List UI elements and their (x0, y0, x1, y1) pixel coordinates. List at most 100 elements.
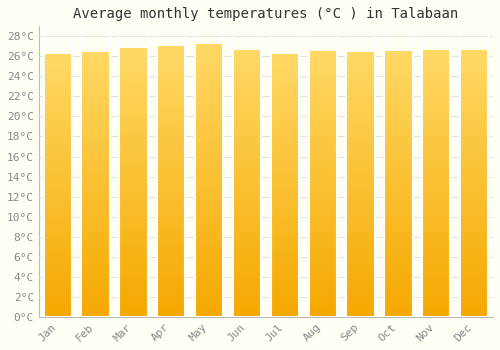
Bar (346, 306, 375, 312)
Bar (346, 84, 375, 89)
Bar (157, 68, 186, 74)
Bar (233, 306, 261, 312)
Bar (119, 247, 148, 252)
Bar (119, 252, 148, 258)
Bar (82, 312, 110, 317)
Bar (44, 65, 72, 70)
Bar (422, 247, 450, 253)
Bar (384, 200, 412, 205)
Bar (82, 148, 110, 153)
Bar (195, 175, 224, 181)
Bar (308, 274, 337, 280)
Bar (44, 159, 72, 164)
Bar (82, 158, 110, 163)
Bar (460, 178, 488, 183)
Bar (460, 306, 488, 312)
Bar (422, 162, 450, 168)
Bar (119, 107, 148, 113)
Bar (119, 113, 148, 118)
Bar (157, 144, 186, 149)
Bar (119, 64, 148, 70)
Bar (44, 86, 72, 91)
Bar (384, 104, 412, 110)
Bar (308, 258, 337, 264)
Bar (44, 290, 72, 296)
Bar (157, 171, 186, 176)
Bar (384, 147, 412, 152)
Bar (157, 209, 186, 214)
Bar (233, 199, 261, 205)
Bar (195, 312, 224, 317)
Bar (119, 140, 148, 145)
Bar (422, 199, 450, 205)
Bar (119, 59, 148, 64)
Bar (82, 58, 110, 63)
Bar (270, 133, 299, 138)
Bar (82, 111, 110, 116)
Bar (384, 179, 412, 184)
Bar (44, 301, 72, 306)
Bar (384, 99, 412, 104)
Bar (422, 135, 450, 141)
Bar (44, 102, 72, 107)
Bar (422, 157, 450, 162)
Bar (460, 82, 488, 88)
Bar (346, 195, 375, 201)
Bar (460, 199, 488, 205)
Bar (195, 273, 224, 279)
Bar (233, 216, 261, 221)
Bar (233, 189, 261, 194)
Bar (157, 225, 186, 230)
Bar (44, 133, 72, 138)
Bar (157, 279, 186, 284)
Bar (157, 176, 186, 182)
Bar (195, 219, 224, 224)
Bar (270, 112, 299, 117)
Bar (460, 56, 488, 61)
Bar (195, 170, 224, 175)
Bar (422, 109, 450, 114)
Bar (422, 168, 450, 173)
Bar (44, 180, 72, 186)
Bar (270, 117, 299, 122)
Bar (82, 296, 110, 301)
Bar (157, 84, 186, 90)
Bar (270, 233, 299, 238)
Bar (308, 152, 337, 158)
Bar (233, 168, 261, 173)
Bar (270, 154, 299, 159)
Bar (308, 200, 337, 205)
Bar (422, 301, 450, 306)
Bar (233, 56, 261, 61)
Bar (82, 201, 110, 206)
Bar (270, 290, 299, 296)
Bar (195, 251, 224, 257)
Bar (233, 72, 261, 77)
Bar (233, 205, 261, 210)
Bar (346, 179, 375, 184)
Bar (119, 177, 148, 183)
Bar (195, 50, 224, 55)
Bar (460, 125, 488, 130)
Bar (460, 280, 488, 285)
Bar (195, 77, 224, 83)
Bar (157, 46, 186, 52)
Bar (119, 80, 148, 86)
Bar (422, 280, 450, 285)
Bar (44, 254, 72, 259)
Bar (460, 157, 488, 162)
Bar (460, 205, 488, 210)
Bar (119, 215, 148, 220)
Bar (308, 280, 337, 285)
Bar (195, 202, 224, 208)
Bar (82, 216, 110, 222)
Bar (233, 280, 261, 285)
Bar (44, 191, 72, 196)
Bar (308, 184, 337, 189)
Bar (233, 157, 261, 162)
Bar (157, 236, 186, 241)
Bar (82, 243, 110, 248)
Bar (233, 312, 261, 317)
Bar (422, 141, 450, 146)
Bar (119, 193, 148, 199)
